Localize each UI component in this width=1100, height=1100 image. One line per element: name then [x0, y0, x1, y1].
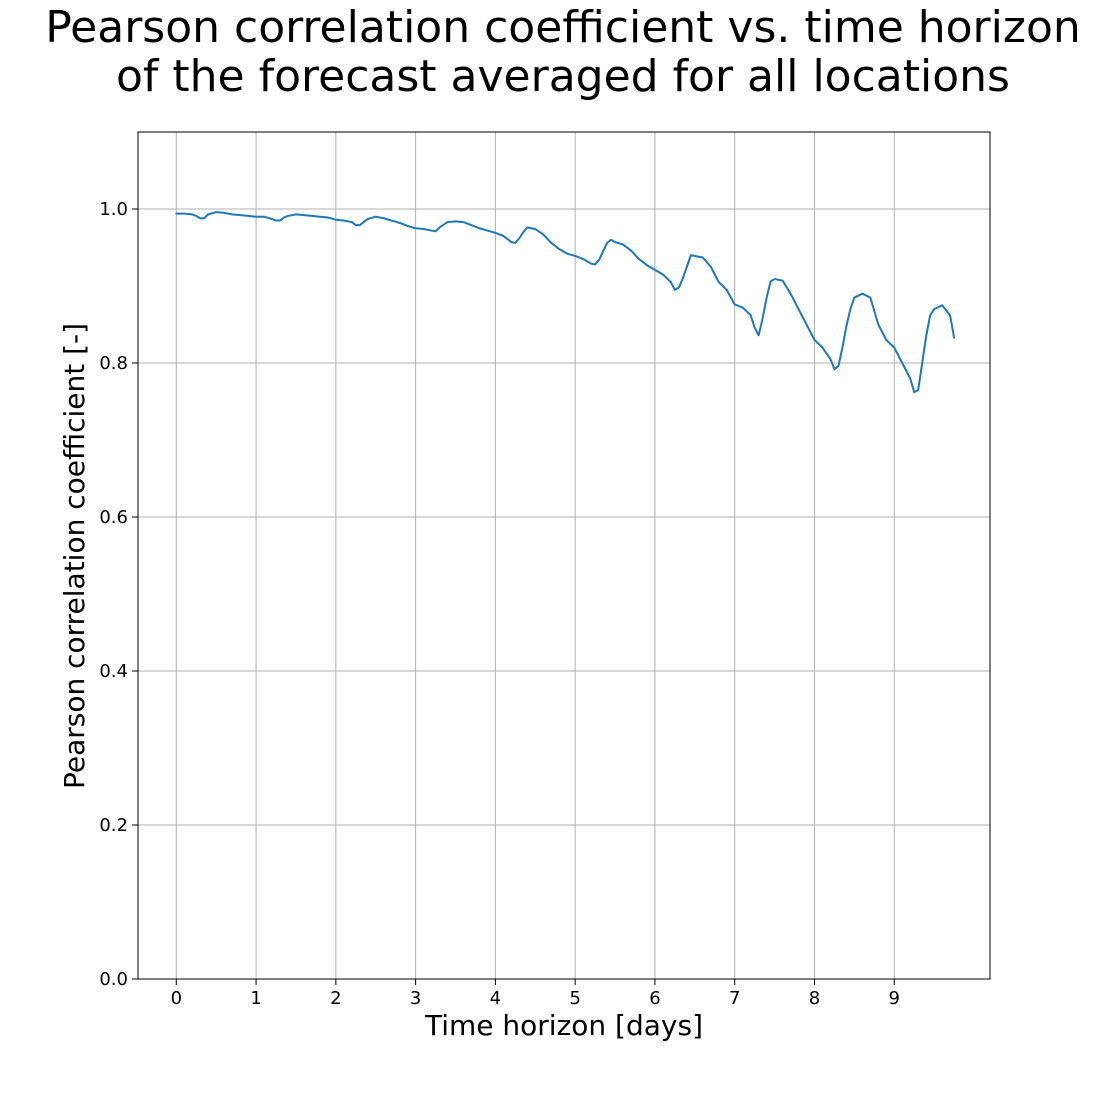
x-tick-label: 9	[889, 988, 900, 1009]
series-line	[175, 211, 956, 394]
x-tick-label: 2	[330, 988, 341, 1009]
x-tick-label: 1	[250, 988, 261, 1009]
x-tick-label: 8	[809, 988, 820, 1009]
x-tick-label: 0	[171, 988, 182, 1009]
y-tick-label: 1.0	[99, 199, 128, 220]
plot-frame	[137, 131, 991, 980]
series-layer	[175, 211, 956, 394]
y-tick-label: 0.4	[99, 661, 128, 682]
chart-title-line-1: Pearson correlation coefficient vs. time…	[45, 2, 1081, 53]
y-tick-label: 0.6	[99, 507, 128, 528]
grid	[138, 132, 990, 980]
y-axis-label: Pearson correlation coefficient [-]	[58, 323, 91, 789]
y-tick-label: 0.8	[99, 353, 128, 374]
y-tick-label: 0.2	[99, 815, 128, 836]
y-axis: 0.0 0.2 0.4 0.6 0.8 1.0	[99, 199, 138, 990]
x-tick-label: 6	[649, 988, 660, 1009]
x-tick-label: 7	[729, 988, 740, 1009]
x-axis: 0 1 2 3 4 5 6 7 8 9	[171, 979, 900, 1009]
x-tick-label: 5	[569, 988, 580, 1009]
x-axis-label: Time horizon [days]	[424, 1009, 703, 1042]
y-tick-label: 0.0	[99, 969, 128, 990]
x-tick-label: 4	[490, 988, 501, 1009]
chart-title-line-2: of the forecast averaged for all locatio…	[116, 51, 1010, 102]
x-tick-label: 3	[410, 988, 421, 1009]
